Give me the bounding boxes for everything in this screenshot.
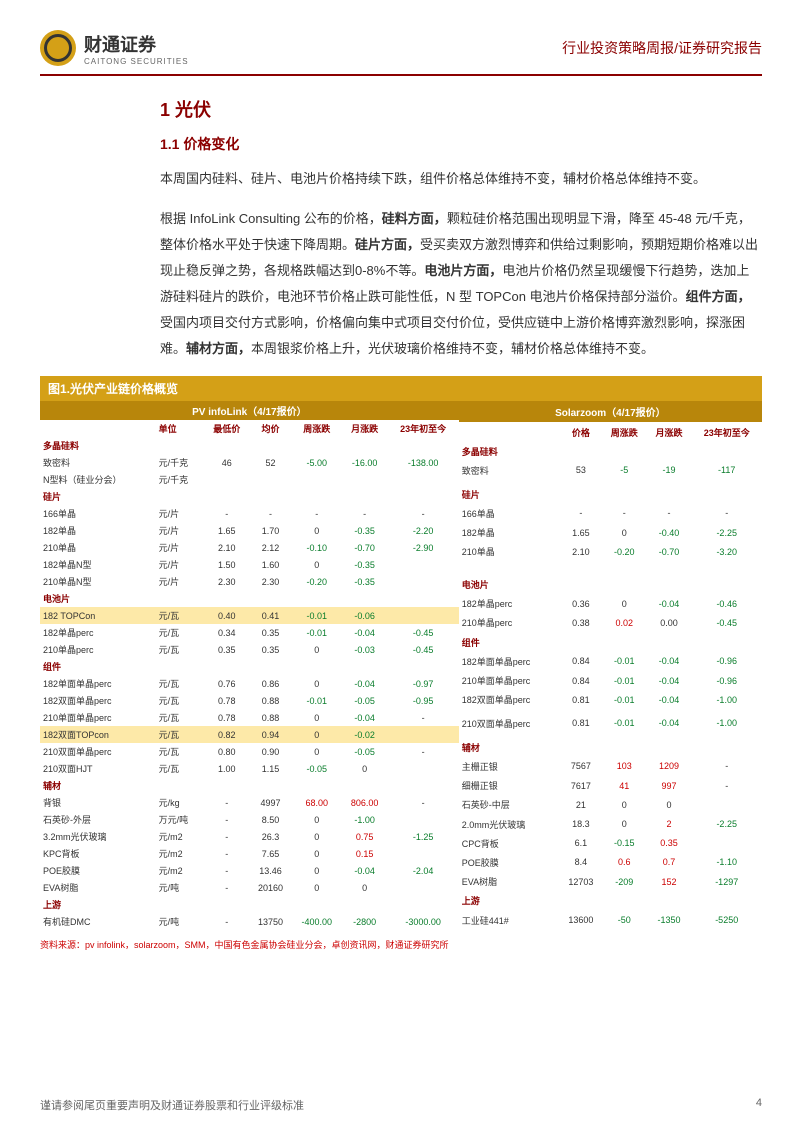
table-left: PV infoLink（4/17报价）单位最低价均价周涨跌月涨跌23年初至今多晶…	[40, 401, 459, 930]
logo-en: CAITONG SECURITIES	[84, 57, 189, 66]
footer-disclaimer: 谨请参阅尾页重要声明及财通证券股票和行业评级标准	[40, 1097, 304, 1113]
page-header: 财通证券 CAITONG SECURITIES 行业投资策略周报/证券研究报告	[40, 30, 762, 76]
page-number: 4	[756, 1097, 762, 1113]
logo-icon	[40, 30, 76, 66]
logo-area: 财通证券 CAITONG SECURITIES	[40, 30, 189, 66]
content-area: 1 光伏 1.1 价格变化 本周国内硅料、硅片、电池片价格持续下跌，组件价格总体…	[160, 96, 762, 362]
para-2: 根据 InfoLink Consulting 公布的价格，硅料方面，颗粒硅价格范…	[160, 206, 762, 362]
table-right: Solarzoom（4/17报价）价格周涨跌月涨跌23年初至今多晶硅料致密料53…	[459, 401, 762, 930]
figure-title: 图1.光伏产业链价格概览	[40, 376, 762, 401]
header-title: 行业投资策略周报/证券研究报告	[562, 38, 762, 58]
heading-1: 1 光伏	[160, 96, 762, 122]
figure-source: 资料来源：pv infolink，solarzoom，SMM，中国有色金属协会硅…	[40, 934, 762, 955]
page-footer: 谨请参阅尾页重要声明及财通证券股票和行业评级标准 4	[40, 1097, 762, 1113]
table-wrap: PV infoLink（4/17报价）单位最低价均价周涨跌月涨跌23年初至今多晶…	[40, 401, 762, 930]
logo-cn: 财通证券	[84, 31, 189, 57]
para-1: 本周国内硅料、硅片、电池片价格持续下跌，组件价格总体维持不变，辅材价格总体维持不…	[160, 166, 762, 192]
heading-2: 1.1 价格变化	[160, 134, 762, 154]
